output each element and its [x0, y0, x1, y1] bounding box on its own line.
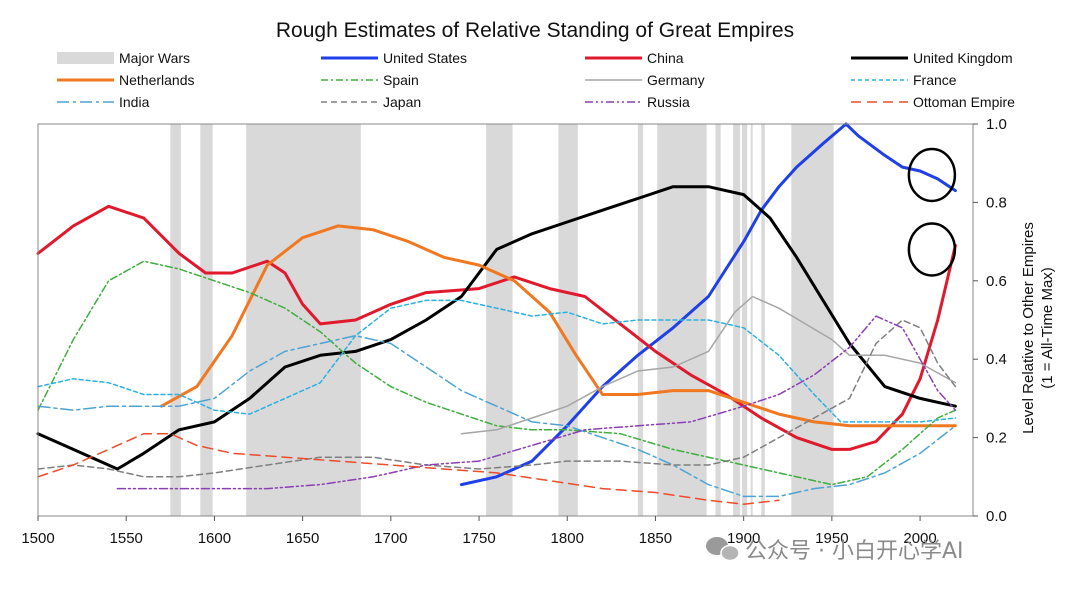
legend-label: China	[647, 50, 684, 66]
x-tick-label: 1500	[21, 530, 54, 547]
y-tick-label: 0.2	[986, 430, 1007, 447]
war-band	[761, 124, 765, 516]
y-tick-label: 0.4	[986, 351, 1007, 368]
x-tick-label: 2000	[903, 530, 936, 547]
x-tick-label: 1850	[639, 530, 672, 547]
x-tick-label: 1750	[462, 530, 495, 547]
war-band	[715, 124, 721, 516]
wechat-logo-icon	[706, 537, 740, 562]
legend-item-russia: Russia	[585, 94, 690, 110]
highlight-circle	[907, 222, 957, 277]
legend-label: Germany	[647, 72, 705, 88]
legend-item-major-wars: Major Wars	[57, 50, 190, 66]
watermark: 公众号 · 小白开心学AI	[706, 537, 964, 564]
y-tick-label: 0.0	[986, 508, 1007, 525]
war-band	[750, 124, 753, 516]
legend-label: Russia	[647, 94, 690, 110]
x-tick-label: 1950	[815, 530, 848, 547]
y-axis-label: Level Relative to Other Empires	[1020, 222, 1037, 434]
legend-label: Major Wars	[119, 50, 190, 66]
legend-item-france: France	[851, 72, 957, 88]
plot-area	[36, 122, 974, 517]
y-tick-label: 0.8	[986, 194, 1007, 211]
legend-label: Ottoman Empire	[913, 94, 1015, 110]
legend-label: India	[119, 94, 150, 110]
x-axis: 1500 1550 1600 1650 1700 1750 1800 1850 1900 1950…	[21, 516, 937, 547]
x-tick-label: 1650	[286, 530, 319, 547]
y-axis: 0.0 0.2 0.4 0.6 0.8 1.0	[973, 116, 1007, 525]
legend-label: Netherlands	[119, 72, 195, 88]
war-band	[246, 124, 361, 516]
war-band	[170, 124, 181, 516]
legend-label: France	[913, 72, 957, 88]
war-band	[200, 124, 213, 516]
legend-item-netherlands: Netherlands	[57, 72, 195, 88]
legend-label: Spain	[383, 72, 419, 88]
x-tick-label: 1600	[198, 530, 231, 547]
war-band	[486, 124, 513, 516]
series-line-india	[37, 334, 957, 498]
war-band	[558, 124, 578, 516]
legend: Major Wars United States China United Kingd…	[57, 50, 1015, 110]
legend-swatch	[57, 52, 114, 64]
watermark-text: 公众号 · 小白开心学AI	[745, 539, 964, 564]
legend-label: United Kingdom	[913, 50, 1013, 66]
war-band	[733, 124, 741, 516]
series-line-germany	[460, 295, 957, 435]
series-line-netherlands	[160, 224, 957, 428]
series-line-russia	[116, 315, 957, 490]
y-tick-label: 1.0	[986, 116, 1007, 133]
legend-item-spain: Spain	[321, 72, 419, 88]
legend-item-ottoman-empire: Ottoman Empire	[851, 94, 1015, 110]
x-tick-label: 1550	[110, 530, 143, 547]
x-tick-label: 1900	[727, 530, 760, 547]
y-tick-label: 0.6	[986, 273, 1007, 290]
legend-item-japan: Japan	[321, 94, 421, 110]
series-line-spain	[37, 260, 957, 486]
x-tick-label: 1700	[374, 530, 407, 547]
legend-item-united-kingdom: United Kingdom	[851, 50, 1013, 66]
legend-label: United States	[383, 50, 467, 66]
legend-item-india: India	[57, 94, 150, 110]
x-tick-label: 1800	[551, 530, 584, 547]
chart-title: Rough Estimates of Relative Standing of …	[276, 19, 794, 42]
highlight-circle	[907, 147, 957, 203]
legend-item-united-states: United States	[321, 50, 467, 66]
series-line-united-kingdom	[36, 185, 957, 471]
legend-item-china: China	[585, 50, 684, 66]
y-axis-label-sub: (1 = All-Time Max)	[1039, 267, 1056, 389]
war-band	[741, 124, 748, 516]
series-line-japan	[37, 319, 957, 478]
series-line-china	[36, 204, 957, 451]
plot-frame	[37, 123, 974, 517]
series-line-ottoman-empire	[37, 432, 780, 505]
legend-label: Japan	[383, 94, 421, 110]
legend-item-germany: Germany	[585, 72, 705, 88]
